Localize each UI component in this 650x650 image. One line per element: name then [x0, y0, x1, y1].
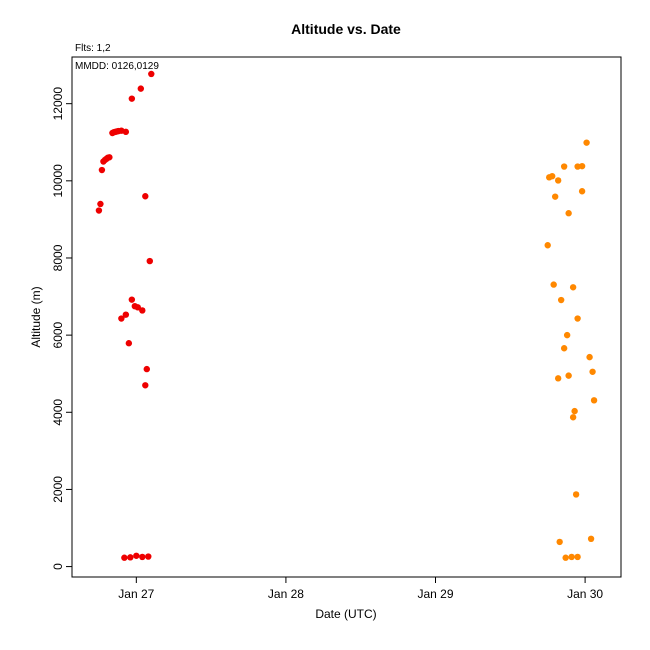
y-tick-label: 2000: [51, 476, 65, 503]
y-axis: 0 2000 4000 6000 8000 10000 12000: [51, 87, 72, 570]
data-point-series-2: [560, 163, 568, 170]
data-point-series-2: [574, 315, 581, 322]
y-axis-title: Altitude (m): [29, 286, 43, 347]
data-point-series-2: [548, 172, 556, 180]
data-point-series-2: [565, 372, 572, 379]
data-point-series-1: [122, 128, 130, 136]
data-point-series-2: [589, 368, 596, 375]
data-point-series-1: [98, 166, 106, 174]
y-tick-label: 12000: [51, 87, 65, 121]
plot-frame: [71, 56, 622, 578]
data-point-series-1: [134, 304, 142, 311]
data-point-series-1: [95, 207, 103, 214]
data-point-series-1: [146, 257, 153, 265]
data-point-series-2: [571, 407, 578, 415]
data-point-series-2: [563, 331, 571, 339]
data-point-series-2: [574, 553, 581, 561]
data-point-series-1: [148, 70, 155, 78]
data-point-series-2: [569, 284, 577, 291]
x-tick-label: Jan 28: [268, 587, 304, 601]
y-tick-label: 6000: [51, 321, 65, 348]
data-point-series-2: [578, 188, 586, 195]
data-point-series-1: [128, 296, 136, 303]
data-point-series-1: [128, 95, 136, 102]
data-points: [95, 70, 598, 561]
data-point-series-2: [590, 397, 598, 404]
mmdd-annotation: MMDD: 0126,0129: [75, 61, 159, 72]
y-tick-label: 4000: [51, 399, 65, 426]
y-tick-label: 0: [51, 563, 65, 570]
data-point-series-1: [133, 552, 140, 559]
data-point-series-1: [127, 554, 134, 561]
data-point-series-2: [556, 538, 563, 546]
data-point-series-2: [560, 345, 568, 352]
data-point-series-1: [142, 382, 149, 389]
x-axis: Jan 27 Jan 28 Jan 29 Jan 30: [118, 577, 603, 601]
data-point-series-2: [568, 553, 575, 561]
data-point-series-2: [583, 139, 590, 146]
data-point-series-1: [121, 554, 128, 561]
data-point-series-2: [544, 242, 551, 249]
data-point-series-2: [578, 162, 586, 170]
data-point-series-1: [118, 315, 125, 322]
data-point-series-2: [557, 296, 565, 304]
data-point-series-1: [137, 85, 145, 92]
data-point-series-1: [122, 311, 130, 318]
data-point-series-2: [572, 491, 580, 498]
data-point-series-1: [139, 553, 146, 561]
data-point-series-2: [554, 375, 562, 382]
data-point-series-1: [106, 154, 113, 161]
y-tick-label: 10000: [51, 164, 65, 198]
flights-annotation: Flts: 1,2: [75, 43, 111, 54]
data-point-series-1: [142, 193, 149, 200]
x-axis-title: Date (UTC): [315, 607, 376, 621]
x-tick-label: Jan 27: [118, 587, 154, 601]
data-point-series-2: [565, 210, 572, 217]
data-point-series-1: [143, 365, 150, 373]
data-point-series-2: [551, 193, 559, 200]
data-point-series-2: [550, 281, 557, 288]
data-point-series-1: [145, 553, 152, 560]
data-point-series-2: [587, 535, 595, 543]
data-point-series-1: [97, 200, 104, 208]
data-point-series-2: [586, 353, 593, 361]
data-point-series-2: [569, 414, 577, 421]
data-point-series-1: [125, 340, 133, 347]
data-point-series-2: [562, 554, 569, 561]
y-tick-label: 8000: [51, 244, 65, 271]
chart-title: Altitude vs. Date: [291, 21, 401, 37]
x-tick-label: Jan 30: [567, 587, 603, 601]
x-tick-label: Jan 29: [417, 587, 453, 601]
data-point-series-1: [139, 307, 146, 314]
data-point-series-2: [554, 177, 562, 184]
